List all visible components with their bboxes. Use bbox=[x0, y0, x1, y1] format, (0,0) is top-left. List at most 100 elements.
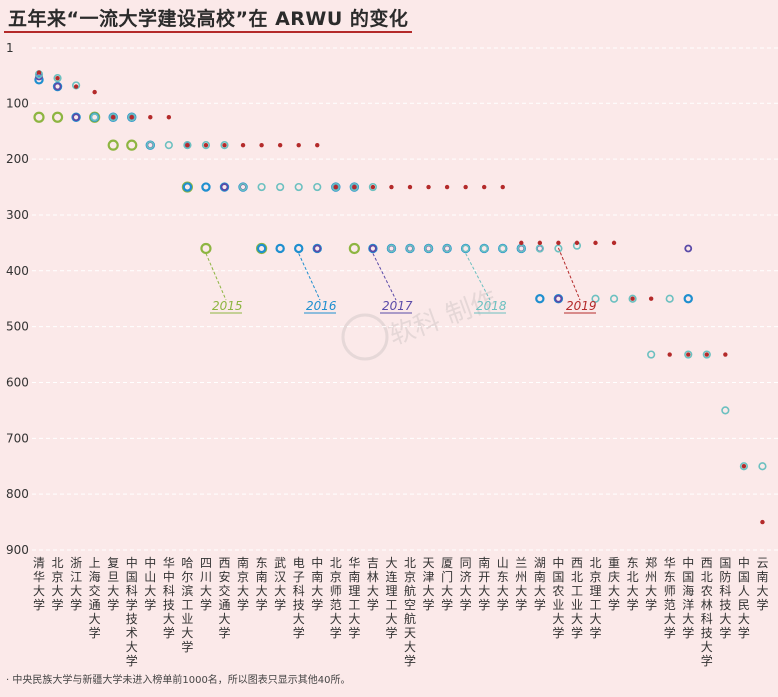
data-point-2019 bbox=[389, 184, 394, 190]
data-point-2015 bbox=[51, 111, 64, 123]
x-tick-label: 哈尔滨工业大学 bbox=[181, 556, 193, 654]
data-point-2016 bbox=[34, 75, 44, 85]
x-tick-label: 武汉大学 bbox=[274, 556, 286, 612]
data-point-2018 bbox=[368, 182, 378, 192]
y-tick-label: 500 bbox=[6, 320, 29, 334]
data-point-2017 bbox=[554, 294, 563, 303]
data-point-2019 bbox=[519, 240, 524, 246]
data-point-2018 bbox=[331, 182, 340, 192]
data-point-2015 bbox=[107, 139, 119, 151]
data-point-2019 bbox=[92, 89, 97, 95]
data-point-2019 bbox=[667, 352, 672, 357]
data-point-2016 bbox=[182, 182, 193, 192]
data-point-2019 bbox=[537, 240, 543, 246]
data-point-2019 bbox=[185, 142, 190, 148]
data-point-2018 bbox=[220, 141, 229, 150]
data-point-2018 bbox=[90, 113, 99, 122]
x-tick-label: 厦门大学 bbox=[441, 556, 453, 612]
x-tick-label: 东北大学 bbox=[627, 556, 639, 612]
legend-leader-line bbox=[372, 253, 397, 301]
x-tick-label: 华中科技大学 bbox=[163, 556, 175, 640]
legend-label-2017: 2017 bbox=[382, 299, 413, 313]
data-point-2019 bbox=[259, 142, 264, 148]
data-point-2019 bbox=[704, 352, 709, 357]
data-point-2018 bbox=[758, 462, 767, 471]
x-tick-label: 国防科技大学 bbox=[719, 556, 731, 640]
x-tick-label: 大连理工大学 bbox=[385, 556, 397, 640]
x-tick-label: 复旦大学 bbox=[107, 556, 119, 612]
data-point-2018 bbox=[109, 113, 118, 122]
data-point-2015 bbox=[33, 111, 45, 123]
x-tick-label: 湖南大学 bbox=[534, 555, 546, 612]
data-point-2018 bbox=[146, 141, 155, 150]
x-tick-label: 清华大学 bbox=[33, 556, 45, 612]
data-point-2019 bbox=[407, 184, 413, 190]
data-point-2019 bbox=[593, 240, 598, 246]
data-point-2015 bbox=[348, 242, 360, 255]
data-point-2019 bbox=[111, 115, 116, 120]
x-tick-label: 天津大学 bbox=[423, 556, 435, 612]
data-point-2019 bbox=[222, 142, 227, 148]
data-point-2016 bbox=[256, 243, 267, 254]
legend-label-2016: 2016 bbox=[306, 299, 337, 313]
data-point-2019 bbox=[760, 519, 765, 525]
x-tick-label: 中国海洋大学 bbox=[682, 555, 694, 640]
legend-leader-line bbox=[557, 247, 581, 301]
x-tick-label: 吉林大学 bbox=[367, 556, 379, 612]
x-tick-label: 西北农林科技大学 bbox=[701, 556, 713, 668]
legend-label-2019: 2019 bbox=[566, 299, 597, 313]
data-point-2018 bbox=[702, 350, 711, 359]
y-tick-label: 600 bbox=[6, 375, 29, 389]
data-point-2018 bbox=[647, 350, 656, 359]
x-tick-label: 北京航空航天大学 bbox=[404, 556, 416, 668]
data-point-2015 bbox=[126, 139, 138, 151]
data-point-2018 bbox=[313, 182, 322, 192]
data-point-2019 bbox=[277, 142, 283, 148]
x-tick-label: 浙江大学 bbox=[70, 556, 82, 612]
data-point-2018 bbox=[350, 182, 359, 192]
data-point-2019 bbox=[482, 184, 487, 190]
y-tick-label: 100 bbox=[6, 96, 29, 110]
data-point-2018 bbox=[257, 182, 266, 192]
data-point-2019 bbox=[426, 184, 431, 190]
data-point-2019 bbox=[611, 240, 617, 246]
data-point-2019 bbox=[444, 184, 450, 190]
page-title: 五年来“一流大学建设高校”在 ARWU 的变化 bbox=[8, 8, 409, 30]
y-tick-label: 400 bbox=[6, 264, 29, 278]
legend-label-2015: 2015 bbox=[212, 299, 243, 313]
data-point-2019 bbox=[333, 184, 338, 190]
data-point-2018 bbox=[53, 74, 62, 83]
data-point-2019 bbox=[240, 142, 246, 148]
data-point-2019 bbox=[630, 296, 635, 301]
data-point-2018 bbox=[443, 244, 452, 253]
data-point-2015 bbox=[200, 242, 212, 255]
data-point-2018 bbox=[424, 244, 433, 253]
data-point-2019 bbox=[500, 184, 505, 190]
data-point-2019 bbox=[352, 184, 357, 190]
data-point-2018 bbox=[480, 244, 489, 253]
data-point-2019 bbox=[148, 115, 153, 120]
x-tick-label: 中国科学技术大学 bbox=[126, 555, 138, 668]
data-point-2016 bbox=[535, 294, 545, 304]
y-tick-label: 300 bbox=[6, 208, 29, 222]
data-point-2018 bbox=[591, 294, 600, 303]
data-point-2018 bbox=[535, 244, 544, 253]
x-tick-label: 重庆大学 bbox=[608, 556, 620, 612]
x-tick-label: 上海交通大学 bbox=[89, 556, 101, 640]
data-point-2018 bbox=[164, 141, 173, 150]
y-tick-label: 1 bbox=[6, 41, 14, 55]
data-point-2018 bbox=[739, 462, 749, 471]
x-tick-label: 西安交通大学 bbox=[218, 556, 230, 640]
data-point-2018 bbox=[405, 244, 415, 253]
data-point-2018 bbox=[665, 294, 674, 303]
watermark-logo-icon bbox=[341, 313, 389, 361]
data-point-2018 bbox=[183, 141, 192, 150]
data-point-2019 bbox=[648, 296, 654, 301]
data-point-2019 bbox=[296, 142, 301, 148]
data-point-2017 bbox=[72, 113, 80, 122]
data-point-2017 bbox=[220, 183, 229, 191]
data-point-2018 bbox=[238, 182, 248, 192]
x-tick-label: 西北工业大学 bbox=[571, 556, 583, 640]
data-point-2017 bbox=[684, 244, 693, 253]
